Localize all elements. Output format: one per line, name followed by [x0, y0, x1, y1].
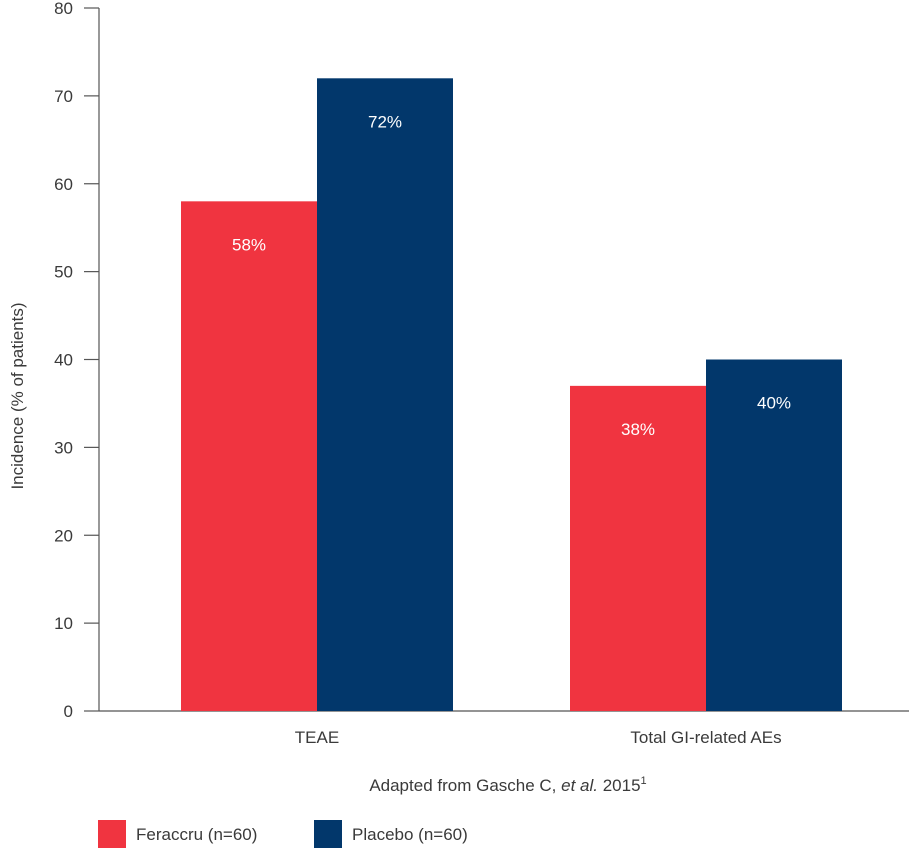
y-tick-label-70: 70	[54, 87, 73, 106]
legend-label-1: Placebo (n=60)	[352, 825, 468, 844]
y-tick-label-60: 60	[54, 175, 73, 194]
legend-label-0: Feraccru (n=60)	[136, 825, 257, 844]
legend: Feraccru (n=60) Placebo (n=60)	[98, 820, 468, 848]
bar-0-0	[181, 201, 317, 711]
y-tick-label-30: 30	[54, 438, 73, 457]
bars: 58% 72% TEAE 38% 40% Total GI-related AEs	[181, 78, 842, 747]
bar-0-1	[570, 385, 706, 711]
caption-superscript: 1	[641, 775, 647, 787]
legend-swatch-0	[98, 820, 126, 848]
bar-label-0-0: 58%	[232, 235, 266, 254]
category-label-1: Total GI-related AEs	[630, 728, 781, 747]
y-tick-label-80: 80	[54, 0, 73, 18]
source-caption: Adapted from Gasche C, et al. 20151	[369, 775, 646, 795]
caption-italic: et al.	[561, 776, 598, 795]
bar-1-1	[706, 359, 842, 711]
y-tick-label-10: 10	[54, 614, 73, 633]
axes: 0 10 20 30 40 50 60 70 80	[54, 0, 909, 721]
legend-swatch-1	[314, 820, 342, 848]
y-tick-label-0: 0	[64, 702, 73, 721]
y-tick-label-40: 40	[54, 351, 73, 370]
bar-label-1-0: 72%	[368, 112, 402, 131]
bar-label-0-1: 38%	[621, 420, 655, 439]
caption-year: 2015	[598, 776, 641, 795]
y-axis-title: Incidence (% of patients)	[8, 302, 27, 489]
caption-text: Adapted from Gasche C,	[369, 776, 561, 795]
y-tick-label-50: 50	[54, 263, 73, 282]
bar-1-0	[317, 78, 453, 712]
y-tick-label-20: 20	[54, 526, 73, 545]
category-label-0: TEAE	[295, 728, 339, 747]
bar-label-1-1: 40%	[757, 394, 791, 413]
